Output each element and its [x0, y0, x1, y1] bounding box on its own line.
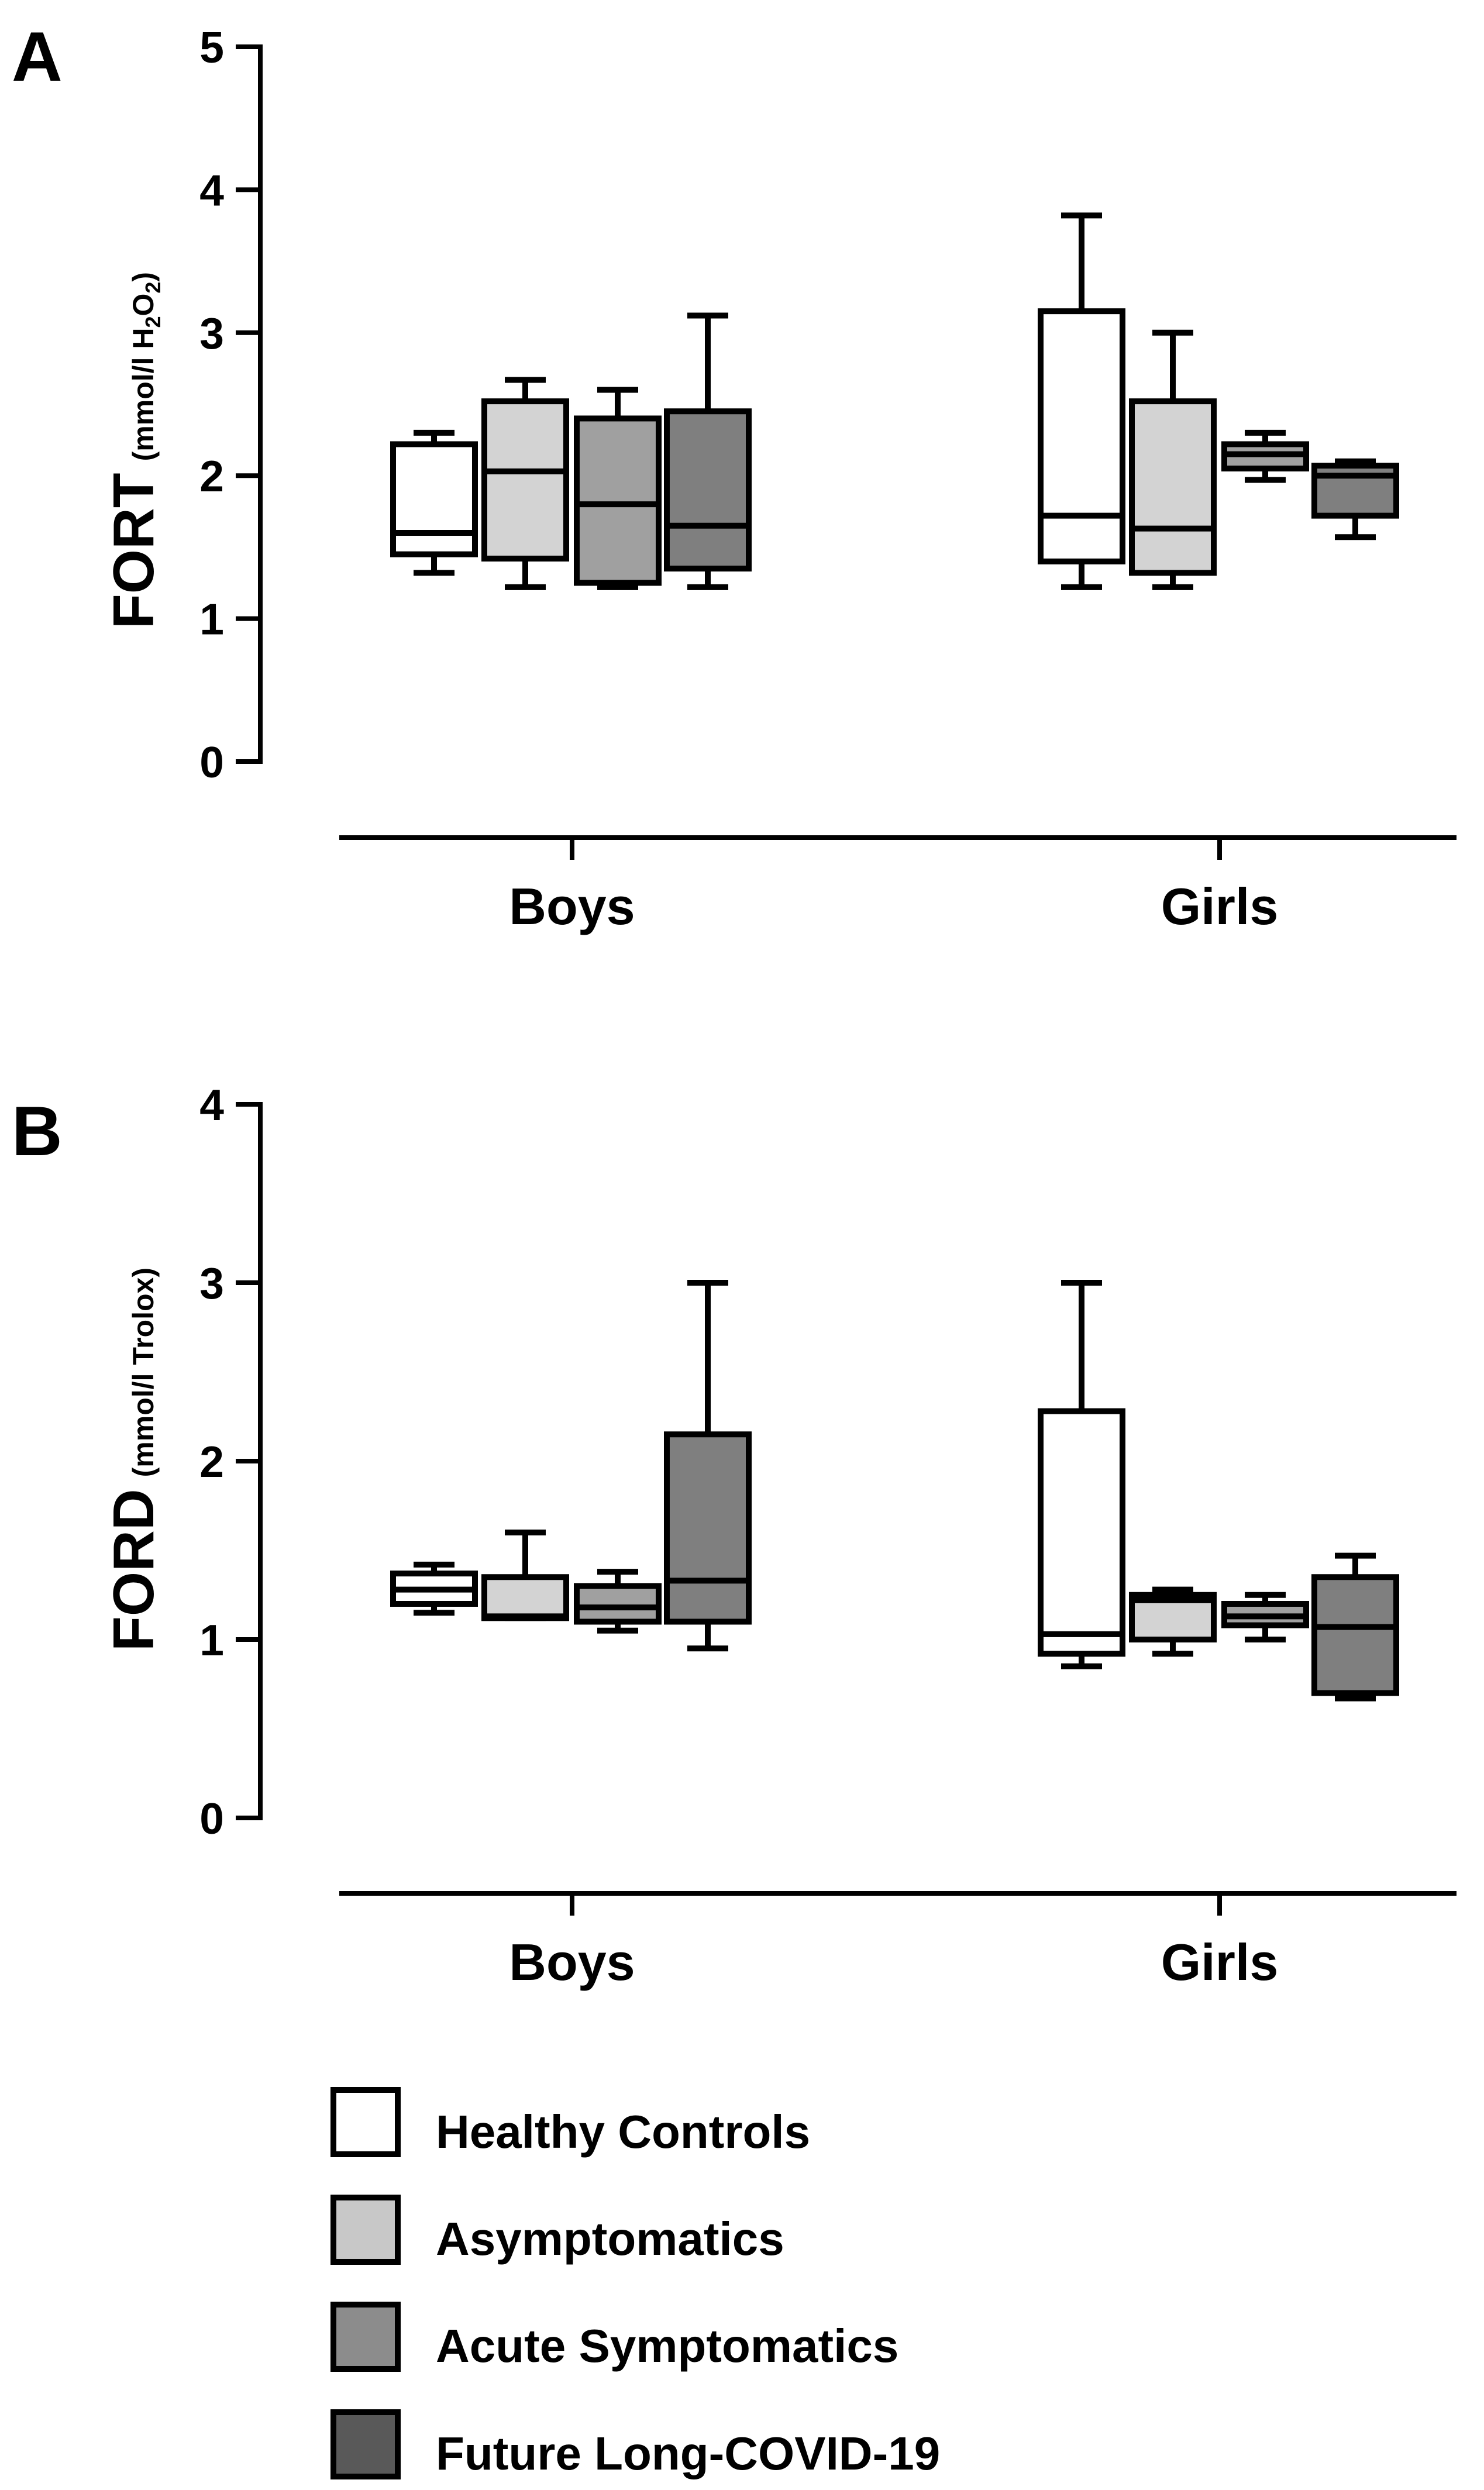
y-axis-label-a: FORT(mmol/l H2O2): [101, 272, 166, 629]
legend-label-future-long-covid-19: Future Long-COVID-19: [436, 2427, 940, 2479]
y-tick-label-a-0: 0: [199, 738, 224, 787]
y-axis-label-a-sub2: 2: [141, 282, 165, 294]
box-body-b-boys-future-long-covid-19: [664, 1431, 752, 1625]
box-body-a-girls-asymptomatics: [1129, 398, 1217, 576]
y-axis-label-b-main: FORD: [101, 1489, 166, 1651]
y-axis-label-a-mid: O: [127, 294, 160, 316]
legend-label-healthy-controls: Healthy Controls: [436, 2106, 810, 2158]
y-tick-label-b-3: 3: [199, 1259, 224, 1308]
y-tick-label-b-2: 2: [199, 1437, 224, 1486]
box-b-girls-future-long-covid-19: [1311, 1552, 1399, 1702]
y-tick-label-a-4: 4: [199, 166, 224, 215]
box-body-a-girls-healthy-controls: [1038, 308, 1125, 564]
box-body-b-girls-future-long-covid-19: [1311, 1574, 1399, 1696]
box-b-boys-healthy-controls: [390, 1561, 478, 1616]
box-a-girls-asymptomatics: [1129, 329, 1217, 590]
box-body-a-boys-asymptomatics: [481, 398, 569, 562]
box-body-b-girls-healthy-controls: [1038, 1408, 1125, 1657]
box-a-boys-asymptomatics: [481, 377, 569, 590]
y-axis-label-a-unit-suffix: ): [127, 272, 160, 282]
panel-b-axes: 0 1 2 3 4: [199, 1080, 1457, 1916]
legend-label-acute-symptomatics: Acute Symptomatics: [436, 2320, 898, 2372]
legend-swatch-future-long-covid-19: [330, 2409, 401, 2479]
y-tick-label-a-3: 3: [199, 309, 224, 358]
y-tick-label-a-1: 1: [199, 595, 224, 644]
y-tick-label-b-4: 4: [199, 1080, 224, 1129]
y-tick-label-b-1: 1: [199, 1616, 224, 1665]
y-axis-label-a-unit-prefix: (mmol/l H: [127, 328, 160, 462]
box-body-b-boys-asymptomatics: [481, 1574, 569, 1621]
y-tick-label-a-5: 5: [199, 23, 224, 72]
box-a-boys-acute-symptomatics: [574, 387, 662, 590]
category-label-girls-b: Girls: [1161, 1933, 1279, 1991]
box-a-boys-future-long-covid-19: [664, 312, 752, 590]
box-a-girls-future-long-covid-19: [1311, 458, 1399, 540]
box-b-boys-asymptomatics: [481, 1530, 569, 1621]
y-axis-label-a-main: FORT: [101, 473, 166, 629]
legend-swatch-asymptomatics: [330, 2195, 401, 2265]
category-label-boys-b: Boys: [509, 1933, 635, 1991]
box-body-a-boys-healthy-controls: [390, 441, 478, 557]
panel-letter-a: A: [12, 18, 63, 96]
box-b-girls-acute-symptomatics: [1221, 1592, 1309, 1642]
y-axis-label-b-unit: (mmol/l Trolox): [127, 1268, 160, 1477]
box-body-b-boys-acute-symptomatics: [574, 1583, 662, 1625]
legend-swatch-healthy-controls: [330, 2087, 401, 2157]
box-body-a-boys-acute-symptomatics: [574, 415, 662, 586]
panel-b-marks: [390, 1280, 1399, 1702]
legend-label-asymptomatics: Asymptomatics: [436, 2213, 784, 2265]
box-b-girls-healthy-controls: [1038, 1280, 1125, 1669]
box-a-girls-healthy-controls: [1038, 212, 1125, 590]
category-label-boys-a: Boys: [509, 877, 635, 935]
y-axis-label-b: FORD (mmol/l Trolox): [101, 1268, 166, 1651]
y-tick-label-b-0: 0: [199, 1794, 224, 1843]
y-axis-label-a-sub1: 2: [141, 316, 165, 328]
y-tick-label-a-2: 2: [199, 452, 224, 501]
legend-swatch-acute-symptomatics: [330, 2302, 401, 2372]
legend: Healthy Controls Asymptomatics Acute Sym…: [330, 2087, 940, 2479]
box-a-boys-healthy-controls: [390, 429, 478, 576]
box-a-girls-acute-symptomatics: [1221, 429, 1309, 483]
panel-a-axes: 0 1 2 3 4 5: [199, 23, 1457, 860]
panel-letter-b: B: [12, 1092, 63, 1170]
box-b-girls-asymptomatics: [1129, 1586, 1217, 1657]
panel-a-marks: [390, 212, 1399, 590]
panel-b-chart: B FORD (mmol/l Trolox) 0 1 2 3 4 Boys Girls: [12, 1080, 1457, 1991]
category-label-girls-a: Girls: [1161, 877, 1279, 935]
box-b-boys-acute-symptomatics: [574, 1569, 662, 1634]
box-body-a-boys-future-long-covid-19: [664, 408, 752, 572]
box-b-boys-future-long-covid-19: [664, 1280, 752, 1652]
